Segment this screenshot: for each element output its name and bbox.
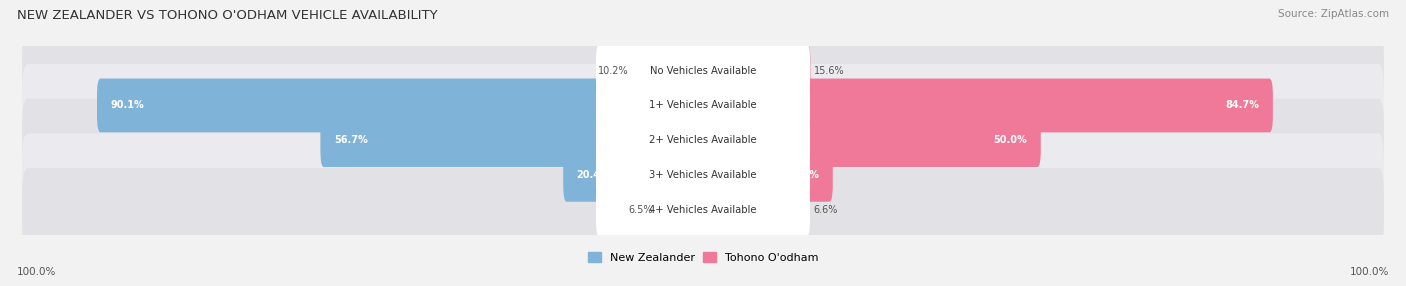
FancyBboxPatch shape bbox=[803, 113, 1040, 167]
Text: 100.0%: 100.0% bbox=[17, 267, 56, 277]
Text: Source: ZipAtlas.com: Source: ZipAtlas.com bbox=[1278, 9, 1389, 19]
FancyBboxPatch shape bbox=[596, 183, 810, 237]
FancyBboxPatch shape bbox=[803, 79, 1272, 132]
FancyBboxPatch shape bbox=[564, 148, 603, 202]
FancyBboxPatch shape bbox=[803, 44, 811, 98]
Text: 56.7%: 56.7% bbox=[333, 135, 367, 145]
FancyBboxPatch shape bbox=[596, 148, 810, 202]
FancyBboxPatch shape bbox=[97, 79, 603, 132]
Text: 4+ Vehicles Available: 4+ Vehicles Available bbox=[650, 204, 756, 214]
Text: NEW ZEALANDER VS TOHONO O'ODHAM VEHICLE AVAILABILITY: NEW ZEALANDER VS TOHONO O'ODHAM VEHICLE … bbox=[17, 9, 437, 21]
FancyBboxPatch shape bbox=[596, 79, 810, 132]
FancyBboxPatch shape bbox=[596, 113, 810, 167]
Text: No Vehicles Available: No Vehicles Available bbox=[650, 66, 756, 76]
Text: 50.0%: 50.0% bbox=[994, 135, 1028, 145]
Legend: New Zealander, Tohono O'odham: New Zealander, Tohono O'odham bbox=[588, 253, 818, 263]
FancyBboxPatch shape bbox=[596, 44, 810, 98]
Text: 2+ Vehicles Available: 2+ Vehicles Available bbox=[650, 135, 756, 145]
FancyBboxPatch shape bbox=[22, 64, 1384, 147]
FancyBboxPatch shape bbox=[22, 168, 1384, 251]
FancyBboxPatch shape bbox=[22, 99, 1384, 182]
Text: 20.4%: 20.4% bbox=[576, 170, 610, 180]
Text: 84.7%: 84.7% bbox=[1226, 100, 1260, 110]
Text: 15.6%: 15.6% bbox=[814, 66, 845, 76]
Text: 18.9%: 18.9% bbox=[786, 170, 820, 180]
FancyBboxPatch shape bbox=[803, 148, 832, 202]
FancyBboxPatch shape bbox=[321, 113, 603, 167]
Text: 90.1%: 90.1% bbox=[111, 100, 145, 110]
Text: 3+ Vehicles Available: 3+ Vehicles Available bbox=[650, 170, 756, 180]
FancyBboxPatch shape bbox=[22, 29, 1384, 112]
FancyBboxPatch shape bbox=[22, 133, 1384, 216]
Text: 6.5%: 6.5% bbox=[628, 204, 652, 214]
Text: 1+ Vehicles Available: 1+ Vehicles Available bbox=[650, 100, 756, 110]
Text: 6.6%: 6.6% bbox=[813, 204, 838, 214]
Text: 100.0%: 100.0% bbox=[1350, 267, 1389, 277]
Text: 10.2%: 10.2% bbox=[598, 66, 628, 76]
